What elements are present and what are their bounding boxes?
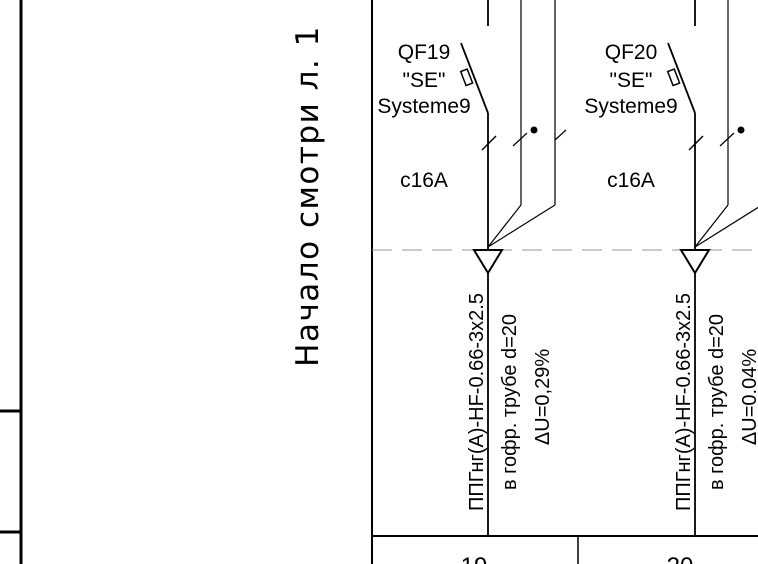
breaker-series: Systeme9 [377,95,470,118]
breaker-symbol [666,0,704,250]
breaker-series: Systeme9 [584,95,677,118]
voltage-drop: ΔU=0,29% [532,349,554,445]
conduit-spec: в гофр. трубе d=20 [706,314,728,490]
conduit-spec: в гофр. трубе d=20 [499,314,521,490]
breaker-maker: "SE" [403,69,446,92]
breaker-symbol [459,0,497,250]
cable-type: ППГнг(А)-HF-0.66-3x2.5 [673,293,695,511]
contact-dot [530,126,538,134]
left-frame [0,0,23,564]
outlet-triangle [679,249,711,275]
breaker-rating: c16A [400,169,448,192]
circuit-number: 19 [461,553,488,564]
breaker-id: QF20 [605,41,658,64]
control-lines [694,0,758,248]
circuit-2: QF20 "SE" Systeme9 c16A ППГнг(А)-HF-0.66… [584,0,758,564]
outlet-triangle [472,249,504,275]
breaker-id: QF19 [398,41,451,64]
cable-type: ППГнг(А)-HF-0.66-3x2.5 [466,293,488,511]
contact-dot [737,126,745,134]
circuit-number: 20 [667,553,694,564]
breaker-maker: "SE" [610,69,653,92]
control-lines [487,0,567,248]
side-note: Начало смотри л. 1 [290,25,326,367]
breaker-rating: c16A [607,169,655,192]
voltage-drop: ΔU=0.04% [739,349,758,445]
circuit-1: QF19 "SE" Systeme9 c16A ППГнг(А)-HF-0.66… [377,0,567,564]
table-frame [371,0,758,564]
